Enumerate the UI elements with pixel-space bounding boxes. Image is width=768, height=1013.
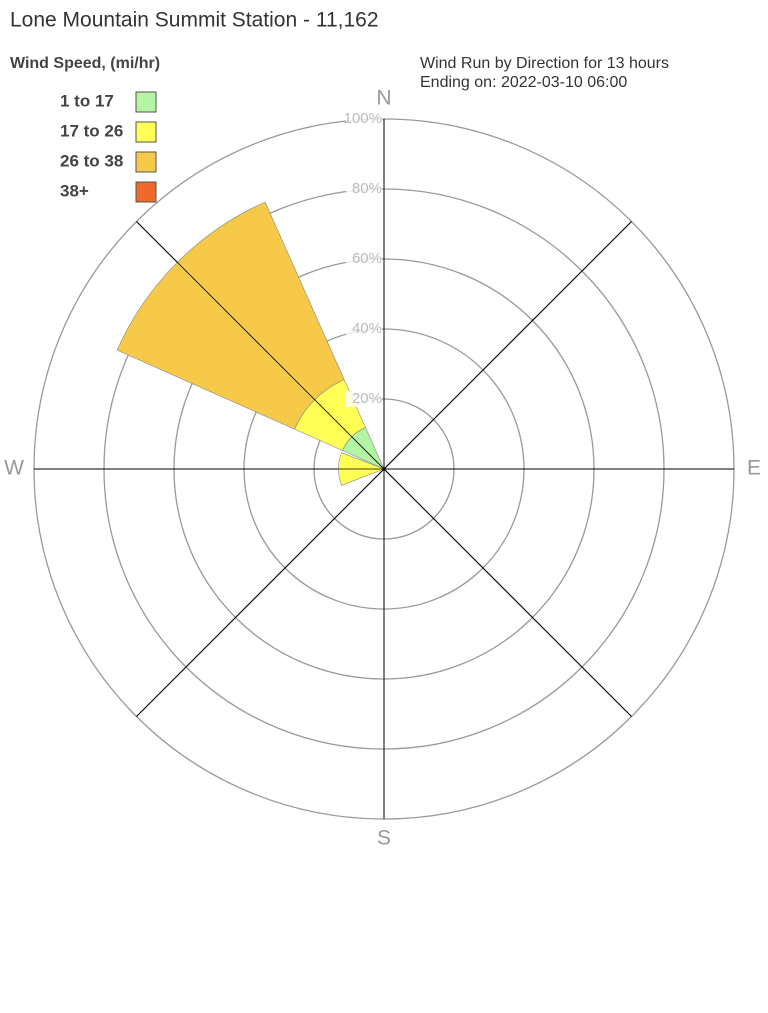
legend-label: 26 to 38 xyxy=(60,151,123,170)
direction-label: N xyxy=(376,87,391,110)
legend-label: 1 to 17 xyxy=(60,91,114,110)
legend-label: 17 to 26 xyxy=(60,121,123,140)
legend-swatch xyxy=(135,181,157,203)
legend-title: Wind Speed, (mi/hr) xyxy=(10,55,160,72)
legend-swatch xyxy=(135,121,157,143)
subtitle: Wind Run by Direction for 13 hours xyxy=(420,55,669,72)
direction-label: S xyxy=(377,827,391,850)
legend-label: 38+ xyxy=(60,181,89,200)
tick-label-bg xyxy=(346,251,382,267)
r-tick-label: 100% xyxy=(344,110,382,127)
r-tick-label: 80% xyxy=(352,180,382,197)
direction-label: E xyxy=(747,457,761,480)
legend-swatch xyxy=(135,151,157,173)
tick-label-bg xyxy=(346,181,382,197)
spoke xyxy=(136,221,632,717)
r-tick-label: 20% xyxy=(352,390,382,407)
subtitle: Ending on: 2022-03-10 06:00 xyxy=(420,74,627,91)
tick-label-bg xyxy=(346,391,382,407)
direction-label: W xyxy=(4,457,24,480)
r-tick-label: 40% xyxy=(352,320,382,337)
chart-title: Lone Mountain Summit Station - 11,162 xyxy=(10,9,379,32)
legend-swatch xyxy=(135,91,157,113)
tick-label-bg xyxy=(346,321,382,337)
r-tick-label: 60% xyxy=(352,250,382,267)
tick-label-bg xyxy=(346,111,382,127)
